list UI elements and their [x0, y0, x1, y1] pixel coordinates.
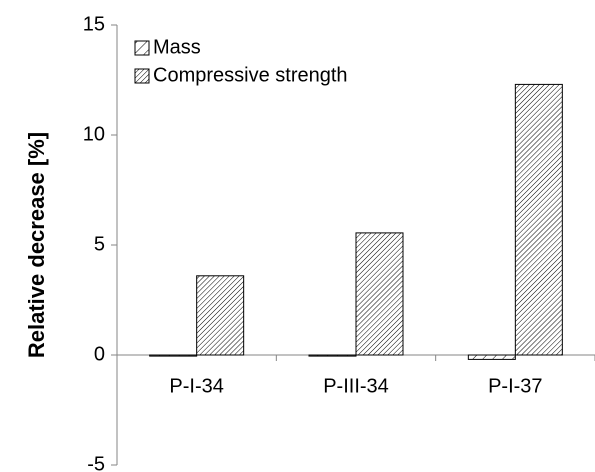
- x-tick-label: P-I-37: [488, 375, 542, 397]
- bar: [355, 232, 404, 356]
- bar: [514, 83, 563, 356]
- legend-swatch: [134, 68, 150, 84]
- bar: [149, 354, 198, 357]
- y-tick-label: 0: [94, 343, 105, 365]
- x-tick-label: P-III-34: [323, 375, 389, 397]
- legend-label: Compressive strength: [153, 64, 348, 86]
- y-tick-label: 10: [83, 123, 105, 145]
- y-tick-label: 15: [83, 13, 105, 35]
- y-tick-label: -5: [87, 453, 105, 472]
- bar: [196, 275, 245, 356]
- y-axis-title: Relative decrease [%]: [24, 132, 49, 358]
- legend-swatch: [134, 40, 150, 56]
- x-tick-label: P-I-34: [169, 375, 223, 397]
- legend-label: Mass: [153, 36, 201, 58]
- bar: [467, 354, 516, 360]
- y-tick-label: 5: [94, 233, 105, 255]
- bar: [308, 354, 357, 357]
